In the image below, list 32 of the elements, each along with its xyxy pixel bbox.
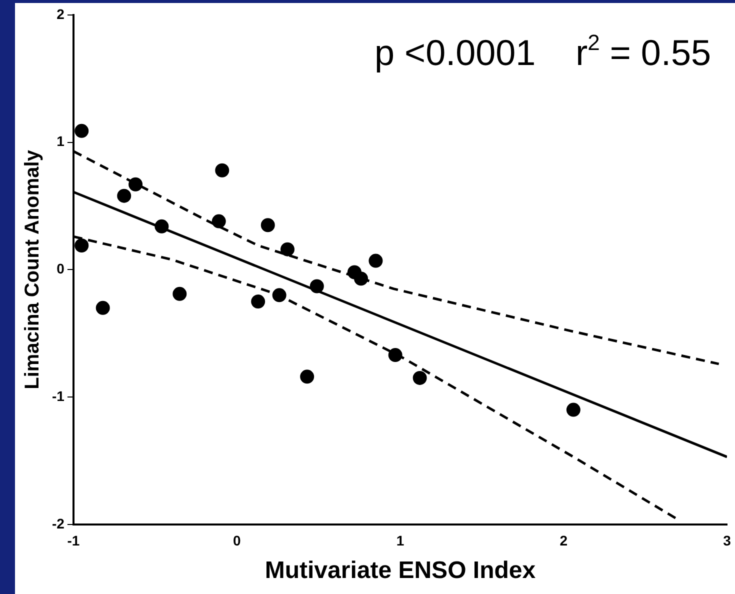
point [280,242,294,256]
point [215,163,230,178]
point [74,238,89,253]
point [368,254,383,268]
y-tick-label: -2 [52,515,65,532]
point [388,348,402,362]
x-tick-label: 1 [396,532,404,549]
point [260,218,275,232]
x-tick-label: 0 [232,532,241,549]
y-tick-label: 1 [56,133,65,150]
point [74,124,89,138]
point [300,370,314,384]
point [566,402,580,417]
point [96,300,110,315]
point [354,272,368,286]
point [251,294,266,309]
point [117,188,132,203]
point [272,288,286,302]
point [310,279,324,294]
x-tick-label: 2 [560,532,568,549]
point [128,177,143,192]
point [412,370,427,385]
point [154,219,169,234]
point [212,214,226,228]
x-tick-label: 3 [723,532,732,549]
y-tick-label: 0 [56,260,65,277]
y-tick-label: -1 [52,388,65,404]
y-tick-label: 2 [56,6,65,22]
point [172,286,187,301]
y-axis-title: Limacina Count Anomaly [22,149,44,390]
x-axis-title: Mutivariate ENSO Index [264,557,536,584]
x-tick-label: -1 [67,532,80,549]
